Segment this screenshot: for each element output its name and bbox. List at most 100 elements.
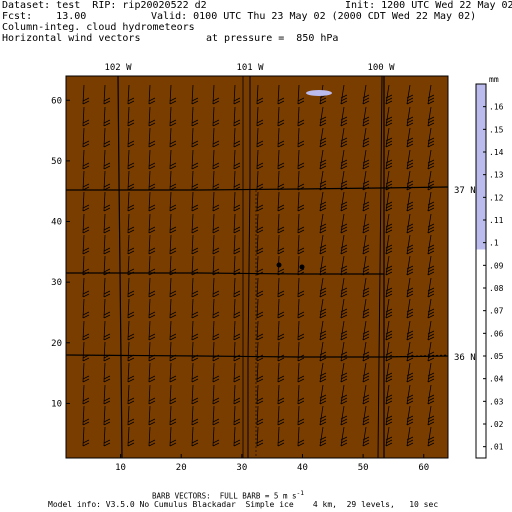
wind-barb bbox=[406, 149, 414, 170]
wind-barb bbox=[148, 234, 156, 255]
wind-barb bbox=[191, 191, 199, 212]
wind-barb bbox=[82, 320, 90, 341]
wind-barb bbox=[82, 149, 90, 170]
wind-barb bbox=[406, 426, 414, 447]
colorbar-label: .11 bbox=[489, 216, 504, 225]
colorbar: mm .16 .15 .14 .13 .12 .11 .1 .09 .08 .07 .06 .05 .04… bbox=[475, 75, 504, 459]
wind-barb bbox=[277, 384, 285, 405]
station-dot bbox=[299, 264, 305, 270]
wind-barb bbox=[233, 405, 241, 426]
wind-barb bbox=[191, 106, 199, 127]
wind-barb bbox=[169, 298, 177, 319]
wind-barb bbox=[191, 127, 199, 148]
wind-barb bbox=[340, 426, 348, 447]
wind-barb bbox=[103, 149, 111, 170]
wind-barb bbox=[319, 234, 327, 255]
wind-barb bbox=[277, 362, 285, 383]
wind-barb bbox=[385, 106, 393, 127]
wind-barb bbox=[297, 106, 305, 127]
colorbar-label: .16 bbox=[489, 103, 504, 112]
wind-barb bbox=[233, 127, 241, 148]
wind-barb bbox=[256, 320, 264, 341]
longitude-label: 100 W bbox=[367, 63, 395, 73]
wind-barb bbox=[277, 234, 285, 255]
wind-barb bbox=[191, 362, 199, 383]
wind-barb bbox=[319, 277, 327, 298]
wind-barb bbox=[427, 149, 435, 170]
x-tick-label: 20 bbox=[176, 463, 187, 473]
colorbar-label: .03 bbox=[489, 397, 504, 406]
wind-barb bbox=[319, 127, 327, 148]
wind-barb bbox=[127, 234, 135, 255]
wind-barb bbox=[427, 84, 435, 105]
wind-barb bbox=[340, 320, 348, 341]
wind-barb bbox=[340, 341, 348, 362]
wind-barb bbox=[297, 191, 305, 212]
init-time-label: Init: 1200 UTC Wed 22 May 02 bbox=[345, 0, 512, 11]
wind-barb bbox=[297, 362, 305, 383]
wind-barb bbox=[277, 127, 285, 148]
wind-barb bbox=[148, 405, 156, 426]
colorbar-outline bbox=[475, 83, 487, 459]
wind-barb bbox=[103, 277, 111, 298]
parallel-37n bbox=[66, 186, 449, 191]
wind-barb bbox=[256, 426, 264, 447]
wind-barb bbox=[148, 191, 156, 212]
wind-barb bbox=[148, 106, 156, 127]
model-info: Model info: V3.5.0 No Cumulus Blackadar … bbox=[48, 500, 439, 509]
wind-barb bbox=[340, 277, 348, 298]
wind-barb bbox=[256, 84, 264, 105]
wind-barb bbox=[256, 384, 264, 405]
wind-barb bbox=[103, 127, 111, 148]
wind-barb bbox=[256, 277, 264, 298]
colorbar-label: .1 bbox=[489, 239, 499, 248]
wind-barb bbox=[103, 191, 111, 212]
wind-barb bbox=[297, 320, 305, 341]
wind-barb bbox=[297, 234, 305, 255]
colorbar-label: .01 bbox=[489, 443, 504, 452]
wind-barb bbox=[233, 426, 241, 447]
wind-barb bbox=[385, 298, 393, 319]
station-dot bbox=[276, 262, 282, 268]
wind-barb bbox=[191, 384, 199, 405]
wind-barb bbox=[297, 384, 305, 405]
wind-barb bbox=[319, 191, 327, 212]
wind-barbs bbox=[82, 84, 435, 447]
wind-barb bbox=[169, 191, 177, 212]
colorbar-label: .05 bbox=[489, 352, 504, 361]
meridian-101w bbox=[247, 76, 251, 458]
wind-barb bbox=[191, 149, 199, 170]
wind-barb bbox=[385, 149, 393, 170]
colorbar-label: .13 bbox=[489, 171, 504, 180]
barb-legend: BARB VECTORS: FULL BARB = 5 m s-1 bbox=[152, 490, 305, 501]
wind-barb bbox=[277, 298, 285, 319]
wind-barb bbox=[127, 149, 135, 170]
wind-barb bbox=[169, 362, 177, 383]
colorbar-label: .12 bbox=[489, 193, 504, 202]
wind-barb bbox=[169, 384, 177, 405]
wind-barb bbox=[319, 320, 327, 341]
wind-barb bbox=[362, 277, 370, 298]
wind-barb bbox=[406, 84, 414, 105]
wind-barb bbox=[191, 405, 199, 426]
wind-barb bbox=[169, 277, 177, 298]
wind-barb bbox=[385, 384, 393, 405]
wind-barb bbox=[191, 426, 199, 447]
wind-barb bbox=[82, 384, 90, 405]
wind-barb bbox=[340, 127, 348, 148]
wind-barb bbox=[212, 384, 220, 405]
wind-barb bbox=[427, 277, 435, 298]
wind-barb bbox=[82, 84, 90, 105]
wind-barb bbox=[82, 277, 90, 298]
wind-barb bbox=[362, 213, 370, 234]
wind-barb bbox=[148, 84, 156, 105]
wind-barb bbox=[103, 426, 111, 447]
wind-barb bbox=[148, 127, 156, 148]
y-tick-label: 40 bbox=[51, 218, 62, 228]
wind-barb bbox=[127, 320, 135, 341]
wind-barb bbox=[277, 106, 285, 127]
wind-barb bbox=[233, 191, 241, 212]
barb-legend-exponent: -1 bbox=[296, 490, 305, 497]
wind-barb bbox=[406, 405, 414, 426]
